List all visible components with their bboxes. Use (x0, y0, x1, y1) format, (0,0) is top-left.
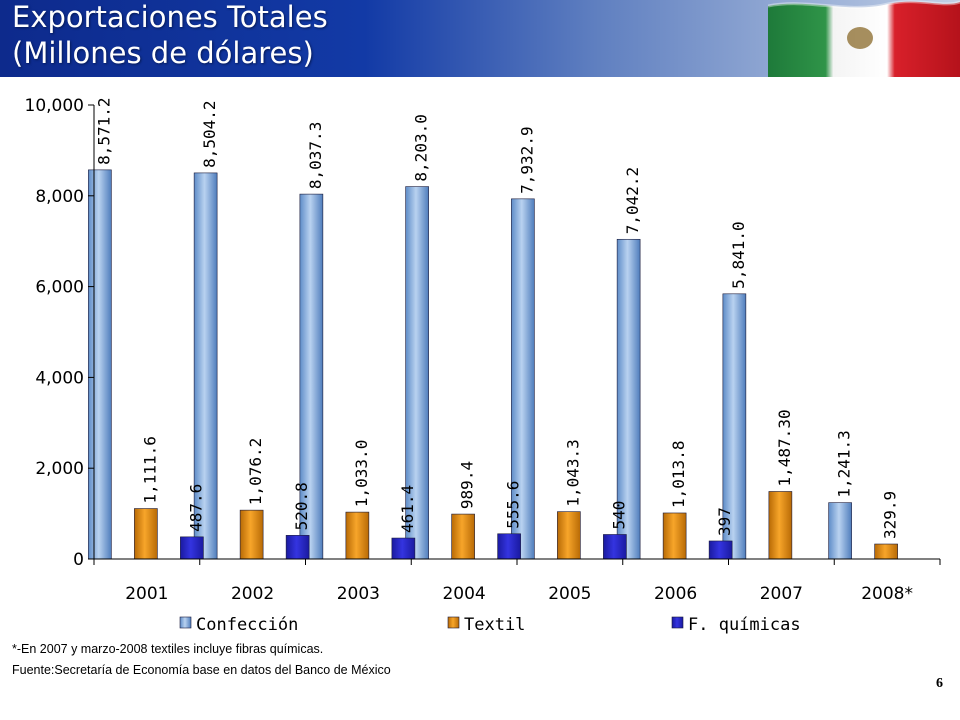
bar-textil-2001 (134, 508, 158, 560)
chart-bars (88, 169, 898, 560)
y-tick-label: 4,000 (35, 368, 84, 388)
bar-f-quimicas-2002 (285, 535, 310, 560)
data-label-f-quimicas-2003: 461.4 (398, 485, 417, 533)
bar-f-quimicas-2006 (708, 540, 733, 560)
legend-swatch-confeccion (179, 616, 192, 629)
data-label-textil-2008: 329.9 (881, 491, 900, 539)
slide-title-line-1: Exportaciones Totales (12, 0, 328, 34)
data-label-f-quimicas-2006: 397 (715, 507, 734, 536)
bar-f-quimicas-2005 (603, 534, 627, 560)
data-label-confeccion-2008: 1,241.3 (835, 430, 854, 497)
chart-tick-labels: 0 2,000 4,000 6,000 8,000 10,000 2001 2002 2003 2… (25, 96, 913, 604)
data-label-confeccion-2003: 8,037.3 (306, 122, 325, 189)
chart-axes (88, 104, 941, 565)
bar-textil-2002 (239, 509, 264, 560)
data-label-textil-2001: 1,111.6 (140, 436, 159, 503)
data-label-confeccion-2007: 5,841.0 (729, 221, 748, 288)
legend-label-confeccion: Confección (196, 615, 298, 635)
bar-f-quimicas-2004 (497, 533, 521, 560)
x-tick-label: 2002 (231, 584, 274, 604)
bar-textil-2003 (345, 511, 370, 560)
x-tick-label: 2005 (548, 584, 591, 604)
bar-f-quimicas-2003 (391, 537, 416, 560)
data-label-confeccion-2006: 7,042.2 (623, 167, 642, 234)
x-tick-label: 2004 (442, 584, 485, 604)
data-label-confeccion-2002: 8,504.2 (200, 100, 219, 167)
x-tick-label: 2008* (861, 584, 913, 604)
bar-f-quimicas-2001 (180, 536, 204, 560)
x-tick-label: 2006 (654, 584, 697, 604)
data-label-textil-2004: 989.4 (458, 461, 477, 509)
y-tick-label: 6,000 (35, 278, 84, 298)
data-label-f-quimicas-2005: 540 (609, 501, 628, 530)
data-label-confeccion-2004: 8,203.0 (412, 114, 431, 181)
bar-confeccion-2001 (88, 169, 112, 560)
bar-textil-2008 (874, 543, 898, 560)
mexican-flag-image (768, 0, 960, 77)
data-label-textil-2005: 1,043.3 (563, 439, 582, 506)
chart-legend: Confección Textil F. químicas (179, 615, 801, 635)
legend-swatch-textil (447, 616, 460, 629)
y-tick-label: 2,000 (35, 459, 84, 479)
data-label-textil-2007: 1,487.30 (775, 409, 794, 486)
data-label-f-quimicas-2002: 520.8 (292, 482, 311, 530)
bar-chart: 0 2,000 4,000 6,000 8,000 10,000 2001 2002 2003 2… (25, 96, 941, 635)
data-label-textil-2003: 1,033.0 (352, 440, 371, 507)
slide-header: Exportaciones Totales (Millones de dólar… (0, 0, 960, 77)
x-tick-label: 2001 (125, 584, 168, 604)
data-label-f-quimicas-2004: 555.6 (504, 481, 523, 529)
footnote: *-En 2007 y marzo-2008 textiles incluye … (12, 642, 324, 656)
bar-textil-2004 (451, 513, 475, 560)
data-label-confeccion-2001: 8,571.2 (94, 97, 113, 164)
bar-confeccion-2008 (828, 502, 852, 560)
page-number: 6 (936, 676, 943, 691)
data-label-textil-2006: 1,013.8 (669, 441, 688, 508)
y-tick-label: 10,000 (25, 96, 84, 116)
legend-label-f-quimicas: F. químicas (688, 615, 801, 635)
data-label-textil-2002: 1,076.2 (246, 438, 265, 505)
legend-swatch-f-quimicas (671, 616, 684, 629)
x-tick-label: 2003 (337, 584, 380, 604)
bar-textil-2007 (768, 491, 793, 560)
data-label-confeccion-2005: 7,932.9 (517, 126, 536, 193)
data-label-f-quimicas-2001: 487.6 (186, 484, 205, 532)
y-tick-label: 8,000 (35, 187, 84, 207)
y-tick-label: 0 (73, 550, 84, 570)
slide-title-line-2: (Millones de dólares) (12, 36, 314, 70)
bar-textil-2006 (662, 512, 687, 560)
chart-data-labels: 8,571.2 8,504.2 8,037.3 8,203.0 7,932.9 7,042… (94, 97, 899, 539)
legend-label-textil: Textil (464, 615, 525, 635)
bar-textil-2005 (557, 511, 581, 560)
x-tick-label: 2007 (760, 584, 803, 604)
source-note: Fuente:Secretaría de Economía base en da… (12, 663, 391, 677)
